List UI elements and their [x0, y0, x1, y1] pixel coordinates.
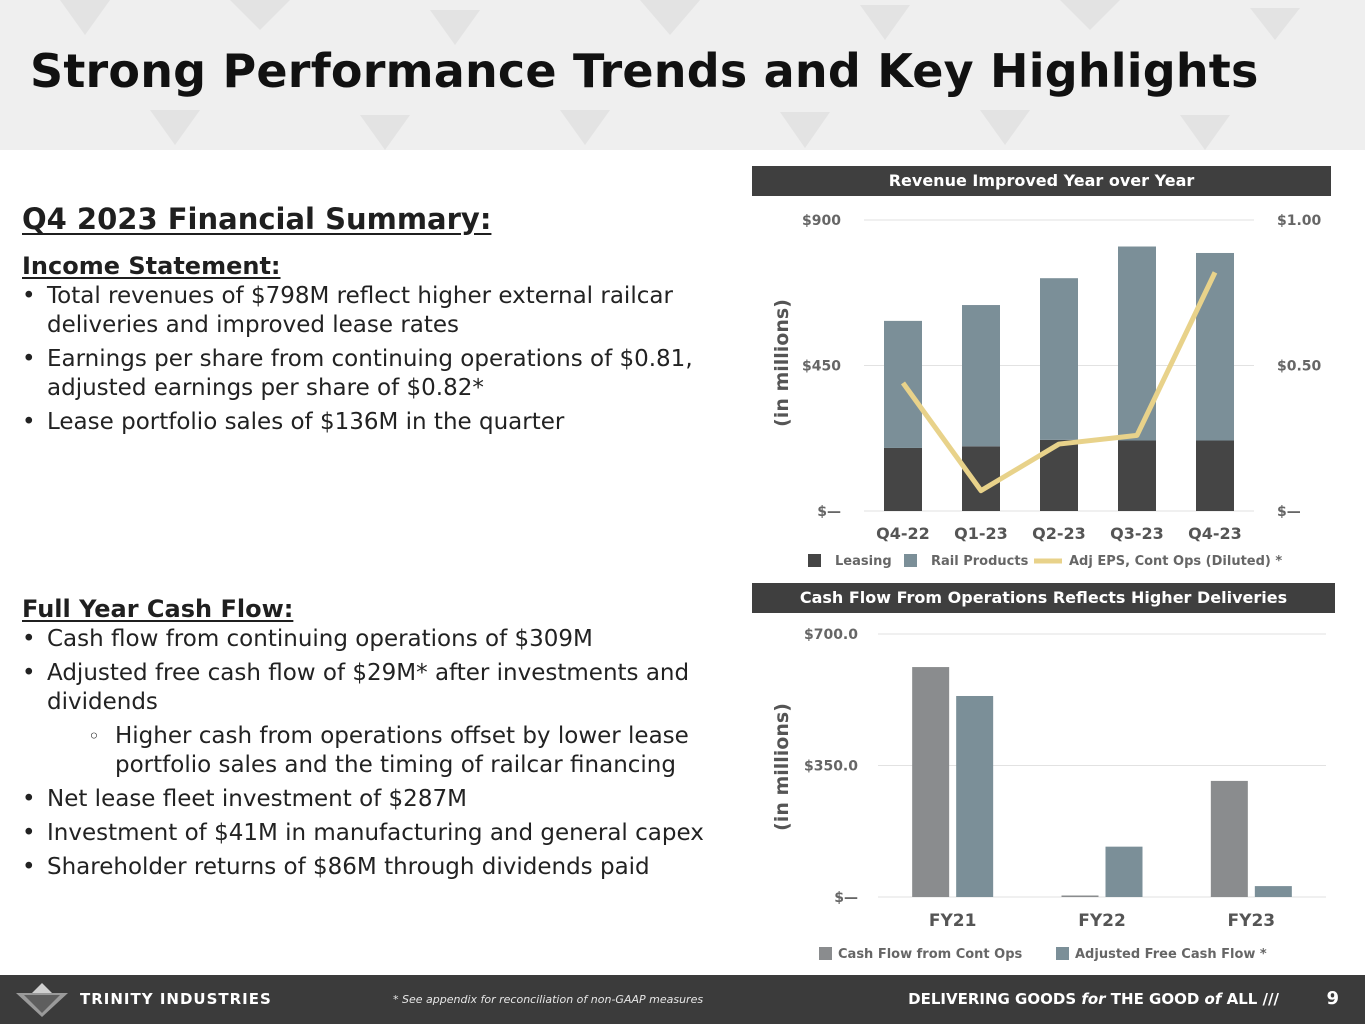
x-tick-label: FY21	[929, 911, 977, 931]
bar-adjusted-free-cash-flow	[956, 695, 994, 897]
trinity-logo-icon	[16, 983, 68, 1017]
cash-flow-heading: Full Year Cash Flow:	[22, 595, 294, 623]
tagline-part: ALL ///	[1221, 990, 1279, 1008]
tagline: DELIVERING GOODS for THE GOOD of ALL ///	[908, 990, 1279, 1008]
bullet-item: Shareholder returns of $86M through divi…	[22, 853, 712, 882]
cash-flow-chart: $— $350.0 $700.0 (in millions) FY21 FY22 FY23 C…	[771, 627, 1326, 962]
bullet-item: Investment of $41M in manufacturing and …	[22, 819, 712, 848]
footnote: * See appendix for reconciliation of non…	[393, 993, 704, 1006]
brand-name: TRINITY INDUSTRIES	[80, 990, 272, 1008]
legend-label: Rail Products	[931, 554, 1029, 569]
x-tick-label: Q4-22	[876, 524, 930, 543]
y2-tick-label: $0.50	[1277, 359, 1322, 375]
bar-leasing	[884, 447, 922, 511]
bullet-item: Lease portfolio sales of $136M in the qu…	[22, 408, 712, 437]
bullet-item: Cash flow from continuing operations of …	[22, 625, 712, 654]
x-tick-label: Q3-23	[1110, 524, 1164, 543]
x-tick-label: FY23	[1228, 911, 1276, 931]
header-triangle-pattern	[60, 0, 1300, 150]
tagline-part: of	[1204, 990, 1222, 1008]
y-tick-label: $—	[834, 890, 858, 906]
bullet-item: Net lease fleet investment of $287M	[22, 785, 712, 814]
y-tick-label: $900	[802, 213, 841, 229]
legend-label: Adjusted Free Cash Flow *	[1075, 947, 1267, 962]
tagline-part: for	[1081, 990, 1106, 1008]
bullet-item: Adjusted free cash flow of $29M* after i…	[22, 659, 712, 717]
x-tick-label: Q2-23	[1032, 524, 1086, 543]
legend-label: Adj EPS, Cont Ops (Diluted) *	[1069, 554, 1282, 569]
y-axis-label: (in millions)	[771, 703, 793, 831]
bar-rail-products	[1196, 252, 1234, 441]
legend-swatch	[904, 554, 917, 567]
bar-leasing	[962, 446, 1000, 511]
income-bullets: Total revenues of $798M reflect higher e…	[22, 282, 712, 442]
y2-tick-label: $1.00	[1277, 213, 1322, 229]
legend-swatch	[819, 947, 832, 960]
page-number: 9	[1326, 988, 1339, 1009]
y-tick-label: $450	[802, 359, 841, 375]
slide-footer: TRINITY INDUSTRIES * See appendix for re…	[0, 975, 1365, 1024]
bar-adjusted-free-cash-flow	[1254, 886, 1292, 897]
y-tick-label: $700.0	[804, 627, 858, 643]
bar-cash-flow-cont-ops	[912, 667, 950, 897]
revenue-chart-banner: Revenue Improved Year over Year	[752, 166, 1331, 196]
bar-cash-flow-cont-ops	[1210, 780, 1248, 897]
bar-leasing	[1196, 440, 1234, 511]
legend-swatch	[1056, 947, 1069, 960]
cash-flow-bullets: Cash flow from continuing operations of …	[22, 625, 712, 887]
x-tick-label: FY22	[1078, 911, 1126, 931]
summary-title: Q4 2023 Financial Summary:	[22, 202, 492, 236]
y-axis-label: (in millions)	[771, 299, 793, 427]
x-tick-label: Q4-23	[1188, 524, 1242, 543]
bar-cash-flow-cont-ops	[1061, 895, 1099, 897]
bar-leasing	[1118, 440, 1156, 511]
revenue-chart: $— $450 $900 $— $0.50 $1.00 (in millions) Q4-22…	[771, 213, 1322, 569]
legend-label: Leasing	[835, 554, 892, 569]
legend-label: Cash Flow from Cont Ops	[838, 947, 1023, 962]
income-statement-heading: Income Statement:	[22, 252, 281, 280]
y-tick-label: $—	[817, 504, 841, 520]
tagline-part: DELIVERING GOODS	[908, 990, 1082, 1008]
bar-adjusted-free-cash-flow	[1105, 846, 1143, 897]
y2-tick-label: $—	[1277, 504, 1301, 520]
eps-line	[900, 271, 1218, 494]
legend-swatch	[808, 554, 821, 567]
tagline-part: THE GOOD	[1105, 990, 1205, 1008]
x-tick-label: Q1-23	[954, 524, 1008, 543]
bar-rail-products	[1040, 278, 1078, 440]
sub-bullet-item: Higher cash from operations offset by lo…	[22, 722, 712, 780]
cash-flow-chart-banner: Cash Flow From Operations Reflects Highe…	[752, 583, 1335, 613]
slide-header: Strong Performance Trends and Key Highli…	[0, 0, 1365, 150]
y-tick-label: $350.0	[804, 759, 858, 775]
bar-rail-products	[962, 305, 1000, 447]
slide-title: Strong Performance Trends and Key Highli…	[30, 44, 1259, 98]
bullet-item: Earnings per share from continuing opera…	[22, 345, 712, 403]
bullet-item: Total revenues of $798M reflect higher e…	[22, 282, 712, 340]
